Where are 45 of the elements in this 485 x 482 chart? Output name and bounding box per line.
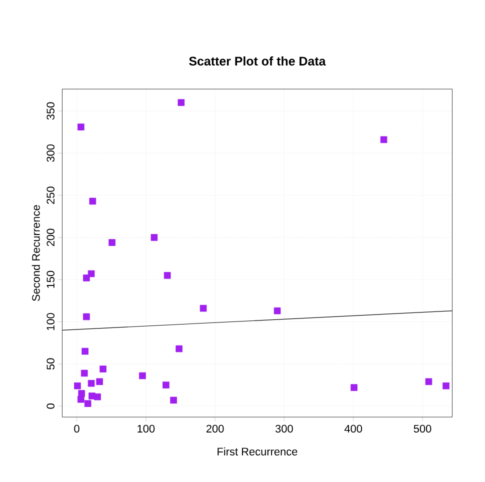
point [96, 378, 103, 386]
point [178, 99, 185, 106]
y-tick-label: 150 [46, 270, 54, 288]
y-tick-label: 100 [46, 313, 54, 330]
point [200, 304, 207, 312]
y-axis-title: Second Recurrence [32, 205, 40, 301]
point [170, 396, 177, 404]
x-tick-label: 100 [138, 424, 155, 433]
point [425, 378, 432, 386]
y-tick-label: 300 [46, 144, 54, 162]
point [80, 370, 88, 377]
point [380, 136, 388, 144]
x-tick-label: 300 [275, 424, 293, 433]
x-tick-label: 500 [414, 424, 432, 433]
point [84, 400, 92, 407]
point [78, 396, 84, 403]
point [100, 366, 106, 372]
point [350, 384, 358, 391]
point [88, 380, 95, 387]
x-tick-label: 400 [344, 424, 362, 433]
point [442, 382, 450, 390]
point [176, 345, 183, 352]
point [162, 382, 170, 388]
point [108, 239, 116, 246]
x-tick-label: 200 [206, 424, 224, 433]
point [164, 272, 171, 279]
point [274, 307, 281, 314]
point [82, 348, 88, 355]
x-axis-title: First Recurrence [218, 447, 298, 456]
y-tick-label: 0 [46, 403, 54, 409]
point [88, 392, 96, 400]
point [83, 274, 90, 282]
point [78, 390, 86, 397]
y-tick-label: 350 [46, 102, 54, 120]
point [150, 234, 158, 241]
point [78, 124, 84, 130]
chart-title: Scatter Plot of the Data [189, 56, 326, 66]
y-tick-label: 50 [46, 358, 54, 370]
point [139, 372, 146, 380]
point [83, 313, 90, 320]
y-tick-label: 200 [46, 228, 54, 246]
x-tick-label: 0 [74, 424, 80, 433]
point [74, 382, 81, 390]
point [89, 198, 96, 205]
y-tick-label: 250 [46, 186, 54, 204]
